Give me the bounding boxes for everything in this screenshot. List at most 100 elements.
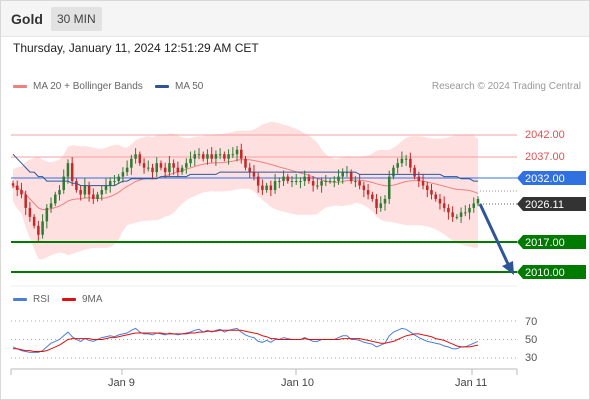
candle-body <box>130 158 133 168</box>
candle-body <box>147 167 150 169</box>
candle-body <box>455 216 459 218</box>
last-price-tag <box>517 197 586 211</box>
candle-body <box>218 154 222 156</box>
candle-body <box>447 207 450 213</box>
candle-body <box>96 194 99 199</box>
level-label-2037: 2037.00 <box>525 151 565 163</box>
candle-body <box>294 181 298 183</box>
candle-body <box>138 154 142 164</box>
candle-body <box>252 172 256 177</box>
x-label-jan9: Jan 9 <box>108 377 135 389</box>
candle-body <box>434 194 437 199</box>
candle-body <box>290 181 294 183</box>
candle-body <box>201 154 205 159</box>
candle-body <box>180 167 184 173</box>
candle-body <box>324 181 328 183</box>
bollinger-swatch-icon <box>13 84 27 88</box>
candle-body <box>58 190 61 195</box>
candle-body <box>70 163 74 182</box>
level-2010-tag <box>517 265 586 279</box>
rsi-level-30: 30 <box>525 352 538 364</box>
candle-body <box>459 212 463 217</box>
candle-body <box>41 221 44 235</box>
candle-body <box>269 185 273 191</box>
candle-body <box>265 185 268 191</box>
candle-body <box>206 154 209 159</box>
rsi-level-50: 50 <box>525 334 538 346</box>
candle-body <box>28 207 32 217</box>
rsi-panel <box>11 320 517 359</box>
candle-body <box>273 181 277 191</box>
candle-body <box>426 185 429 191</box>
candle-body <box>379 203 383 208</box>
candle-body <box>185 163 188 168</box>
level-lines <box>11 134 586 279</box>
legend-rsi: RSI <box>13 294 50 305</box>
candle-body <box>248 167 251 173</box>
candle-body <box>383 198 387 204</box>
candle-body <box>311 181 315 186</box>
candle-body <box>155 163 158 173</box>
candle-body <box>396 163 399 168</box>
candle-body <box>223 154 226 159</box>
candle-body <box>163 167 167 173</box>
candle-body <box>464 212 467 214</box>
candle-body <box>286 176 290 182</box>
candle-body <box>417 176 421 182</box>
candle-body <box>11 183 15 186</box>
candle-body <box>172 163 175 168</box>
candle-body <box>231 154 235 156</box>
candle-body <box>404 158 408 160</box>
candle-body <box>371 194 374 199</box>
rsi-9ma-line <box>13 329 479 352</box>
candle-body <box>430 190 433 195</box>
candle-body <box>32 216 36 226</box>
timeframe-badge[interactable]: 30 MIN <box>51 7 102 31</box>
last-price-label: 2026.11 <box>525 199 564 211</box>
candle-body <box>108 181 112 186</box>
candle-body <box>113 181 116 183</box>
candle-body <box>227 154 230 159</box>
x-axis <box>10 285 518 375</box>
ma50-path <box>12 153 478 187</box>
level-2032-tag <box>517 171 586 185</box>
candle-body <box>256 176 260 186</box>
candle-body <box>303 176 306 182</box>
candle-body <box>366 190 370 195</box>
candle-body <box>193 154 197 159</box>
candle-body <box>409 158 412 168</box>
candle-body <box>49 203 53 208</box>
candle-body <box>214 154 218 159</box>
legend-rsi-label: RSI <box>33 294 50 305</box>
candle-body <box>134 154 137 159</box>
candle-body <box>278 181 281 183</box>
candle-body <box>100 190 104 195</box>
candle-body <box>79 190 82 195</box>
ma50-swatch-icon <box>155 84 169 88</box>
candle-body <box>210 154 213 159</box>
instrument-title: Gold <box>11 11 43 27</box>
level-label-2017: 2017.00 <box>525 237 565 249</box>
candle-body <box>62 176 65 191</box>
candle-body <box>413 167 416 177</box>
candle-body <box>451 212 454 217</box>
candle-body <box>20 190 23 195</box>
candle-body <box>341 172 344 177</box>
candle-body <box>345 172 349 174</box>
candle-body <box>362 185 366 191</box>
candle-body <box>87 185 91 195</box>
candle-body <box>159 163 163 168</box>
candle-body <box>240 149 243 159</box>
candle-body <box>45 207 49 222</box>
candle-body <box>282 176 285 182</box>
level-label-2010: 2010.00 <box>525 267 565 279</box>
candle-body <box>476 198 480 204</box>
candle-body <box>358 181 361 186</box>
candle-body <box>320 181 323 186</box>
candle-body <box>438 198 442 204</box>
candle-body <box>244 158 247 168</box>
candle-body <box>75 181 78 191</box>
forecast-arrow <box>478 203 514 275</box>
legend-bollinger-label: MA 20 + Bollinger Bands <box>33 81 143 92</box>
candle-body <box>442 203 446 208</box>
